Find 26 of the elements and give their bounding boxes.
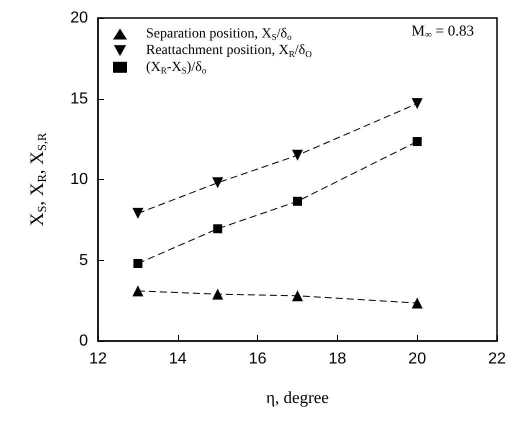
point [292,290,303,302]
y-tick-label: 15 [70,90,88,108]
x-tick-label: 14 [168,350,187,368]
y-tick-label: 5 [79,252,88,269]
y-tick-label: 20 [70,10,88,26]
x-tick-label: 16 [248,350,267,368]
point [412,298,423,309]
x-tick-label: 20 [408,350,426,368]
y-axis-title: XS, XR, XS,R [27,132,49,226]
point [133,258,142,268]
x-axis-title: η, degree [266,388,329,407]
point [412,137,422,146]
point [212,288,224,300]
x-tick-label: 18 [328,350,346,368]
point [213,224,222,234]
x-tick-label: 22 [488,350,506,368]
point [412,98,423,110]
annotation: M∞ = 0.83 [412,24,474,40]
point [132,208,144,219]
point [292,150,303,161]
x-tick-label: 12 [89,350,107,368]
y-tick-label: 10 [70,171,88,188]
point [212,177,224,188]
y-tick-label: 0 [79,332,88,350]
point [132,285,144,296]
point [293,196,302,206]
